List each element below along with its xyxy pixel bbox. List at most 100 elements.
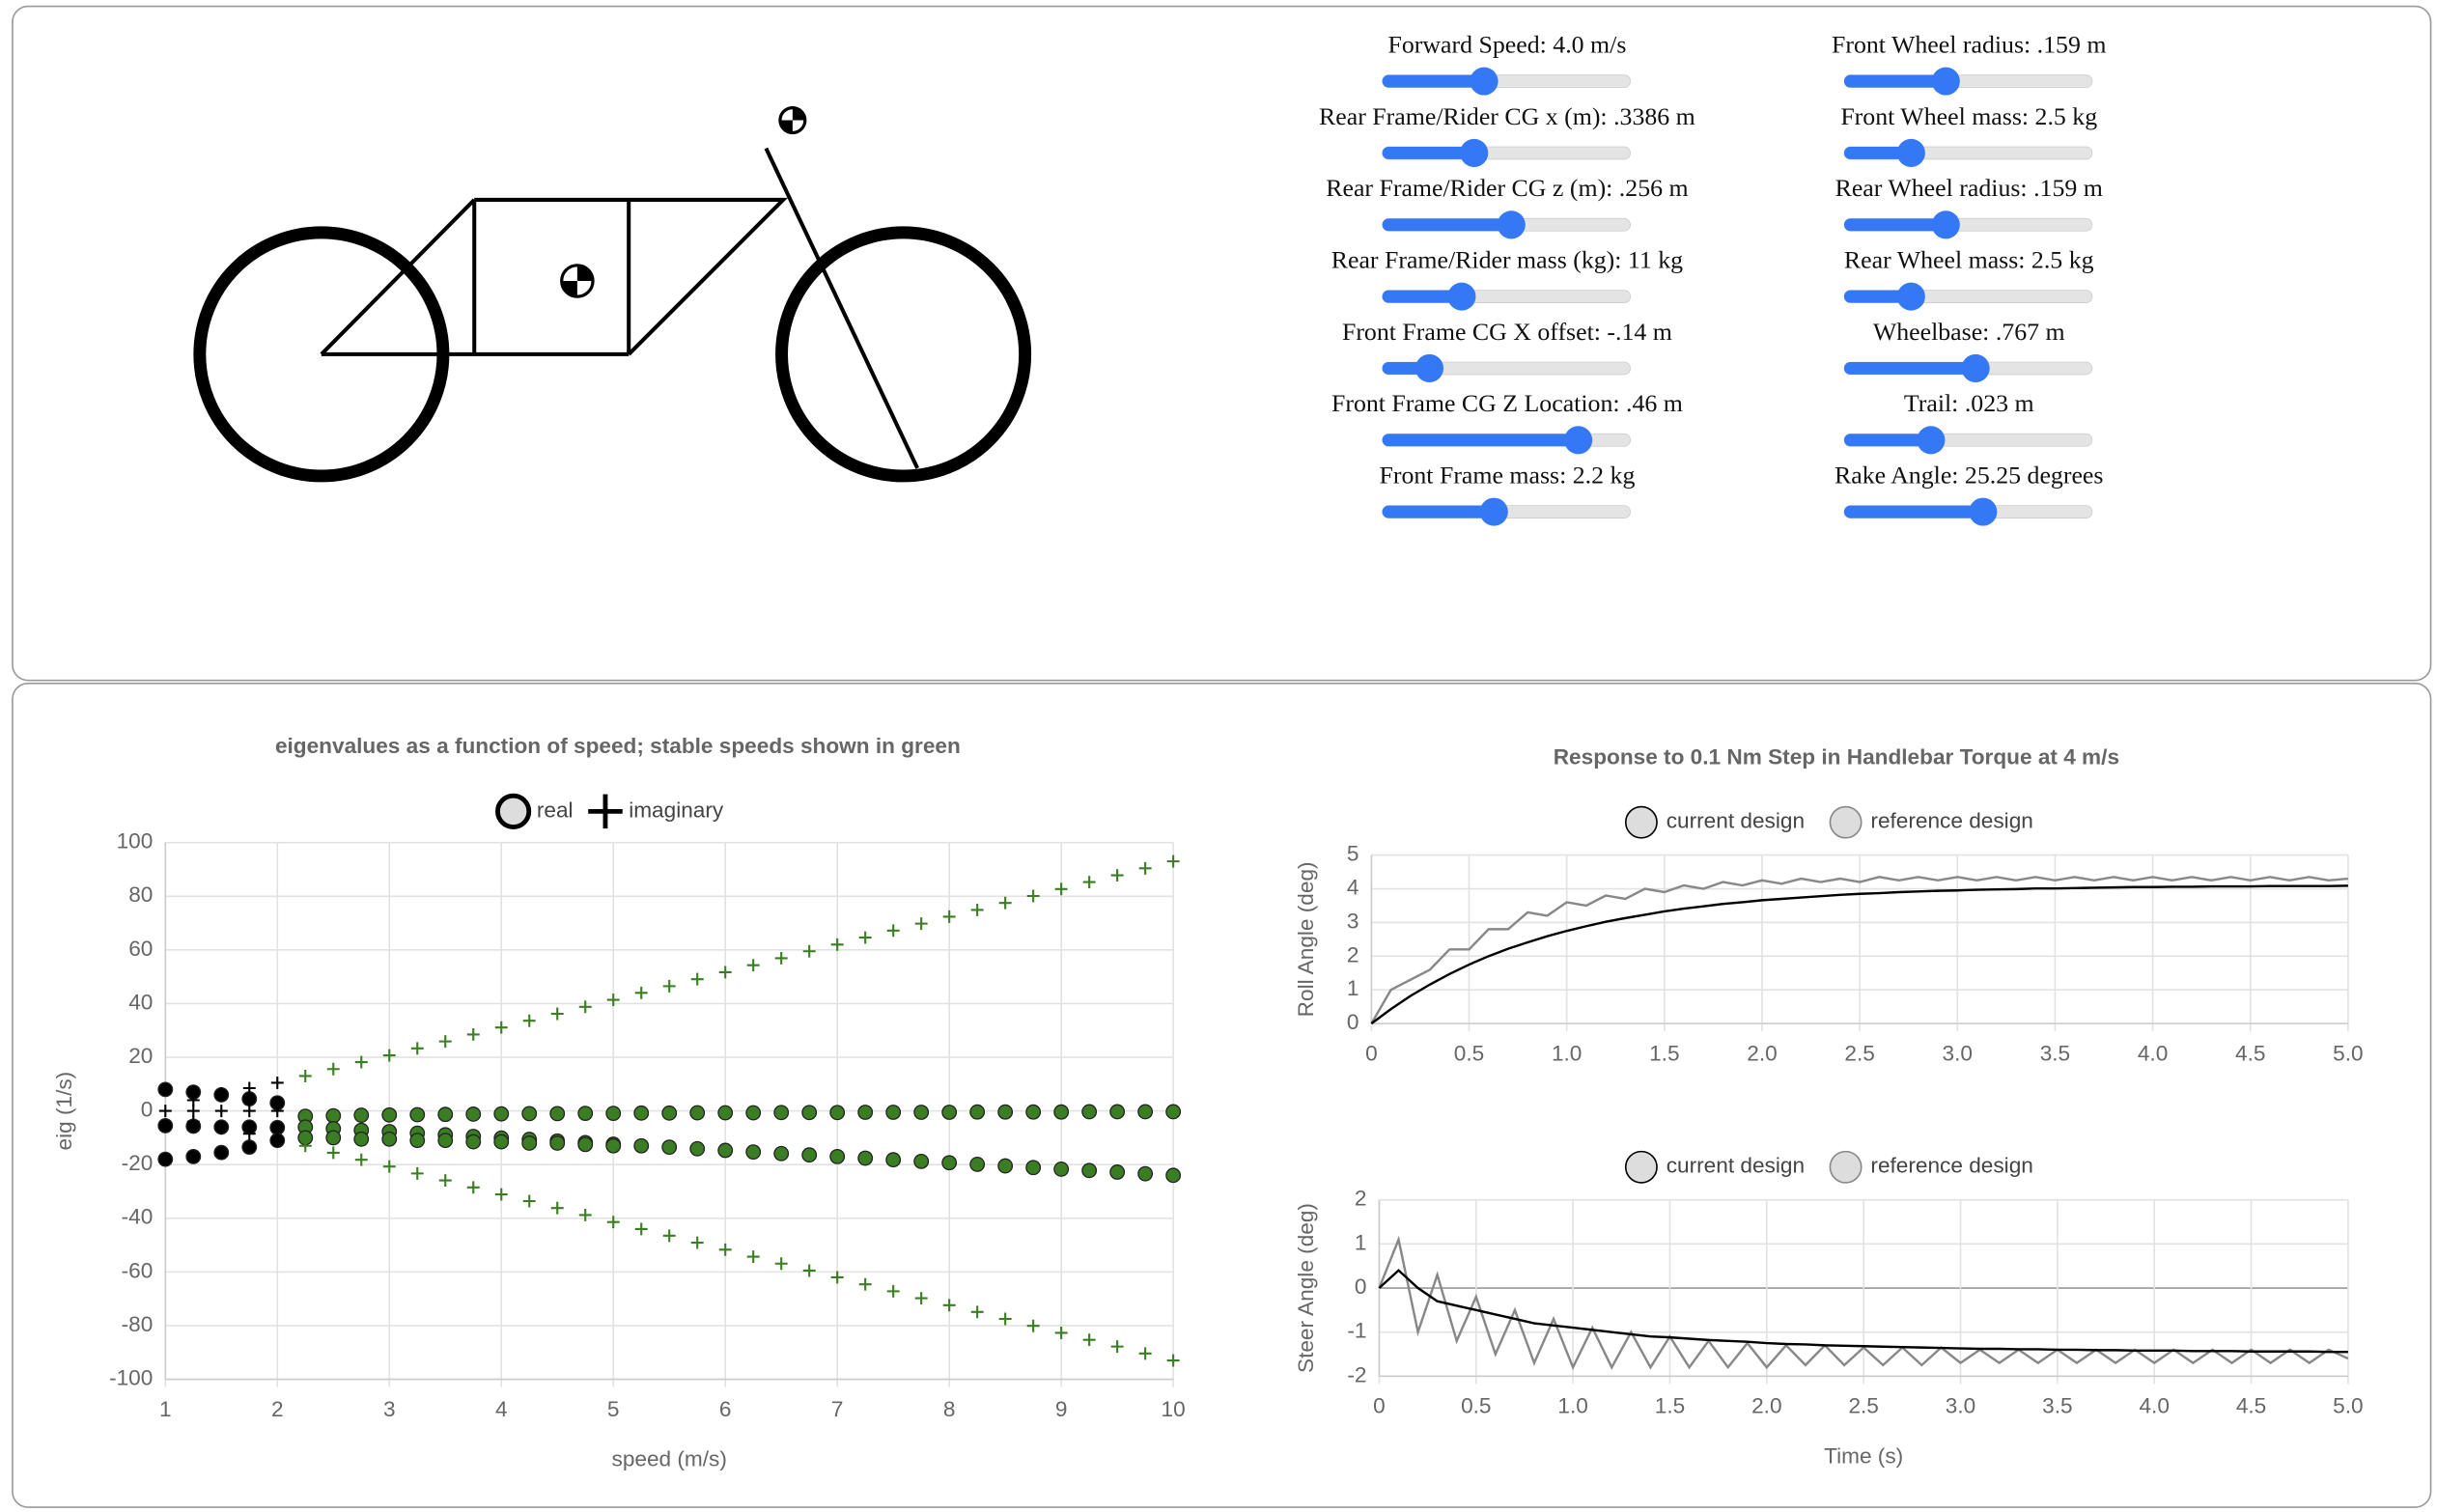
slider-label: Rear Frame/Rider CG x (m): .3386 m — [1319, 102, 1695, 130]
slider-thumb[interactable] — [1415, 353, 1444, 382]
slider-thumb[interactable] — [1447, 282, 1476, 311]
slider-fill — [1843, 147, 1912, 159]
x-tick-label: 1.5 — [1649, 1041, 1679, 1065]
real-point — [185, 1148, 202, 1164]
real-point — [829, 1105, 846, 1121]
slider-fill — [1843, 218, 1947, 232]
slider-label: Wheelbase: .767 m — [1873, 318, 2065, 346]
real-point — [1025, 1104, 1042, 1120]
slider-fill — [1382, 147, 1474, 159]
front-cg-marker — [778, 105, 807, 135]
real-point — [577, 1106, 594, 1122]
imaginary-point — [410, 1042, 424, 1055]
imaginary-point — [858, 931, 872, 944]
legend-label: real — [537, 798, 574, 822]
imaginary-point — [1054, 882, 1068, 896]
series-line — [1370, 884, 2348, 1025]
imaginary-point — [466, 1181, 480, 1194]
real-point — [1025, 1160, 1042, 1176]
rear-cg-marker — [560, 264, 595, 298]
legend-label: current design — [1667, 809, 1805, 833]
slider-thumb[interactable] — [1896, 282, 1925, 311]
slider-label: Forward Speed: 4.0 m/s — [1387, 31, 1626, 59]
imaginary-point — [354, 1153, 368, 1166]
real-point — [1109, 1164, 1126, 1180]
real-point — [437, 1106, 454, 1123]
x-tick-label: 1 — [159, 1397, 172, 1421]
y-tick-label: 20 — [128, 1044, 153, 1068]
slider-fill — [1843, 361, 1976, 375]
slider-thumb[interactable] — [1969, 497, 1998, 526]
real-point — [157, 1151, 174, 1167]
y-tick-label: 2 — [1355, 1187, 1367, 1211]
slider-label: Front Frame CG X offset: -.14 m — [1342, 318, 1672, 346]
slider-thumb[interactable] — [1896, 138, 1925, 168]
slider-thumb[interactable] — [1479, 497, 1508, 526]
imaginary-point — [326, 1062, 340, 1076]
legend-label: reference design — [1870, 1154, 2032, 1178]
real-point — [409, 1106, 426, 1123]
imaginary-point — [634, 1222, 648, 1236]
real-point — [381, 1106, 398, 1123]
real-point — [717, 1105, 734, 1121]
imaginary-point — [242, 1127, 256, 1140]
slider-fill — [1843, 434, 1931, 447]
x-tick-label: 3.0 — [1946, 1394, 1975, 1418]
real-point — [1165, 1167, 1182, 1184]
slider-thumb[interactable] — [1931, 67, 1960, 96]
imaginary-point — [270, 1076, 284, 1089]
real-point — [325, 1107, 342, 1124]
real-point — [745, 1144, 762, 1161]
real-point — [465, 1134, 482, 1150]
real-point — [605, 1137, 622, 1154]
slider-fill — [1843, 290, 1912, 303]
real-point — [885, 1152, 902, 1168]
x-tick-label: 1.0 — [1552, 1041, 1582, 1065]
slider-thumb[interactable] — [1931, 210, 1960, 239]
slider-fill — [1843, 74, 1947, 88]
imaginary-point — [774, 1257, 788, 1271]
real-point — [801, 1105, 818, 1121]
real-point — [409, 1133, 426, 1149]
slider-thumb[interactable] — [1961, 353, 1990, 382]
y-tick-label: -1 — [1347, 1319, 1366, 1343]
imaginary-point — [1026, 889, 1040, 903]
x-tick-label: 8 — [943, 1397, 956, 1421]
imaginary-point — [494, 1021, 508, 1034]
imaginary-point — [298, 1139, 312, 1153]
slider-thumb[interactable] — [1470, 67, 1499, 96]
x-tick-label: 6 — [719, 1397, 732, 1421]
slider-thumb[interactable] — [1460, 138, 1489, 168]
slider-fill — [1382, 218, 1512, 232]
slider-fill — [1843, 505, 1983, 518]
real-point — [689, 1105, 706, 1121]
real-point — [549, 1106, 566, 1122]
x-tick-label: 3 — [383, 1397, 396, 1421]
legend-marker — [1624, 805, 1658, 839]
legend-marker — [1829, 805, 1863, 839]
slider-label: Rear Wheel mass: 2.5 kg — [1844, 246, 2094, 274]
real-point — [549, 1135, 566, 1151]
y-tick-label: 40 — [128, 990, 153, 1014]
imaginary-point — [858, 1277, 872, 1291]
x-tick-label: 5.0 — [2333, 1394, 2363, 1418]
imaginary-point — [886, 924, 900, 938]
x-tick-label: 2.5 — [1848, 1394, 1878, 1418]
imaginary-point — [634, 986, 648, 999]
series-line — [1378, 1235, 2349, 1371]
imaginary-point — [214, 1087, 228, 1101]
series-line — [1370, 876, 2348, 1024]
slider-thumb[interactable] — [1917, 426, 1946, 455]
imaginary-point — [998, 1312, 1012, 1326]
slider-thumb[interactable] — [1497, 210, 1526, 239]
imaginary-point — [1138, 861, 1152, 875]
imaginary-point — [550, 1007, 564, 1021]
real-point — [801, 1147, 818, 1163]
slider-thumb[interactable] — [1564, 426, 1593, 455]
imaginary-point — [1110, 1340, 1124, 1354]
real-point — [269, 1119, 286, 1135]
fork — [764, 147, 919, 469]
real-point — [521, 1135, 538, 1151]
real-point — [773, 1145, 790, 1162]
series-line — [1378, 1269, 2348, 1354]
